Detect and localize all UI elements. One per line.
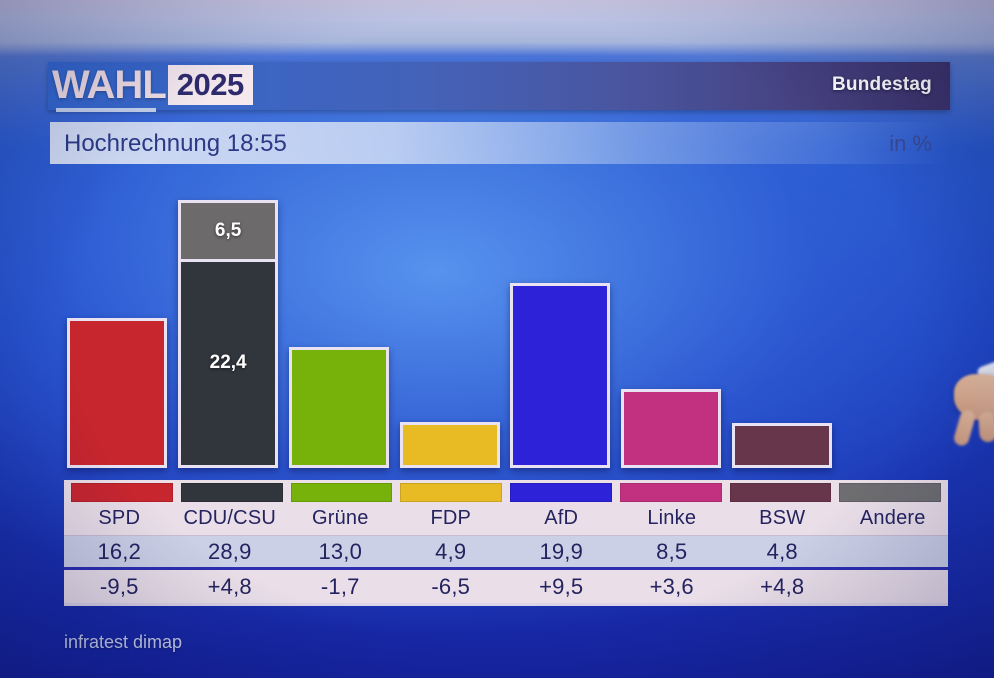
result-value-fdp: 4,9 [435,538,467,564]
brand-logo: WAHL 2025 [52,58,253,112]
result-value-linke: 8,5 [656,538,688,564]
brand-underline [56,108,156,112]
bar-segment-gruene-0 [291,350,386,465]
color-key-cell-gruene [287,483,397,502]
table-row-results: 16,2 28,9 13,0 4,9 19,9 8,5 4,8 [64,536,948,570]
color-swatch-afd [510,483,612,502]
unit-label: in % [889,131,932,156]
result-value-afd: 19,9 [539,538,584,564]
result-value-spd: 16,2 [97,538,142,564]
bar-afd[interactable] [510,283,611,468]
bar-segment-cducsu-1: 22,4 [181,261,276,465]
color-key-cell-linke [616,483,726,502]
results-table: SPD CDU/CSU Grüne FDP AfD Linke BSW Andere 16,2… [64,480,948,606]
change-value-gruene: -1,7 [320,573,360,599]
color-key-cell-fdp [396,483,506,502]
bar-segment-bsw-0 [734,426,829,465]
bar-fdp[interactable] [399,422,500,468]
party-name-gruene[interactable]: Grüne [311,507,369,529]
projection-time-label: Hochrechnung 18:55 [64,130,287,157]
color-swatch-cducsu [180,483,283,502]
color-swatch-linke [619,483,722,502]
party-name-spd[interactable]: SPD [98,507,141,529]
party-name-cducsu[interactable]: CDU/CSU [183,507,276,529]
result-value-gruene: 13,0 [318,538,363,564]
bar-bsw[interactable] [731,423,832,468]
table-row-changes: -9,5 +4,8 -1,7 -6,5 +9,5 +3,6 +4,8 [64,570,948,606]
background-haze [0,0,994,56]
bar-segment-fdp-0 [402,425,497,465]
color-swatch-bsw [729,483,832,502]
change-value-linke: +3,6 [649,573,694,599]
bar-spd[interactable] [67,317,168,468]
bar-segment-afd-0 [513,286,608,465]
result-value-bsw: 4,8 [766,538,798,564]
change-value-spd: -9,5 [99,573,139,599]
bar-segment-spd-0 [70,320,165,465]
bar-cducsu[interactable]: 6,5 22,4 [178,199,279,468]
color-swatch-spd [71,483,173,502]
chamber-label: Bundestag [832,74,932,95]
bar-segment-linke-0 [624,392,719,465]
subtitle-bar [50,122,950,164]
source-attribution: infratest dimap [64,632,183,652]
party-name-andere[interactable]: Andere [859,507,926,529]
bar-gruene[interactable] [288,347,389,468]
party-name-bsw[interactable]: BSW [759,507,806,529]
change-value-afd: +9,5 [539,573,584,599]
sleeve [975,357,994,397]
change-value-fdp: -6,5 [431,573,471,599]
color-key-cell-afd [506,483,616,502]
table-row-color-key [64,480,948,502]
color-key-cell-bsw [726,483,836,502]
party-name-afd[interactable]: AfD [544,507,579,529]
finger-index [952,408,977,448]
finger-middle [977,411,994,443]
table-row-party-names: SPD CDU/CSU Grüne FDP AfD Linke BSW Andere [64,502,948,536]
change-value-cducsu: +4,8 [207,573,252,599]
color-swatch-andere [839,483,941,502]
bar-segment-cducsu-0: 6,5 [181,202,276,262]
bar-chart: 6,5 22,4 [62,180,948,468]
color-key-cell-andere [835,483,945,502]
brand-word: WAHL [52,63,167,107]
color-swatch-fdp [400,483,502,502]
party-name-fdp[interactable]: FDP [430,507,472,529]
result-value-cducsu: 28,9 [207,538,252,564]
bar-linke[interactable] [621,389,722,468]
change-value-bsw: +4,8 [760,573,805,599]
color-key-cell-spd [67,483,177,502]
brand-year-chip: 2025 [167,65,253,105]
color-swatch-gruene [290,483,393,502]
party-name-linke[interactable]: Linke [647,507,697,529]
color-key-cell-cducsu [177,483,287,502]
palm [954,374,994,420]
